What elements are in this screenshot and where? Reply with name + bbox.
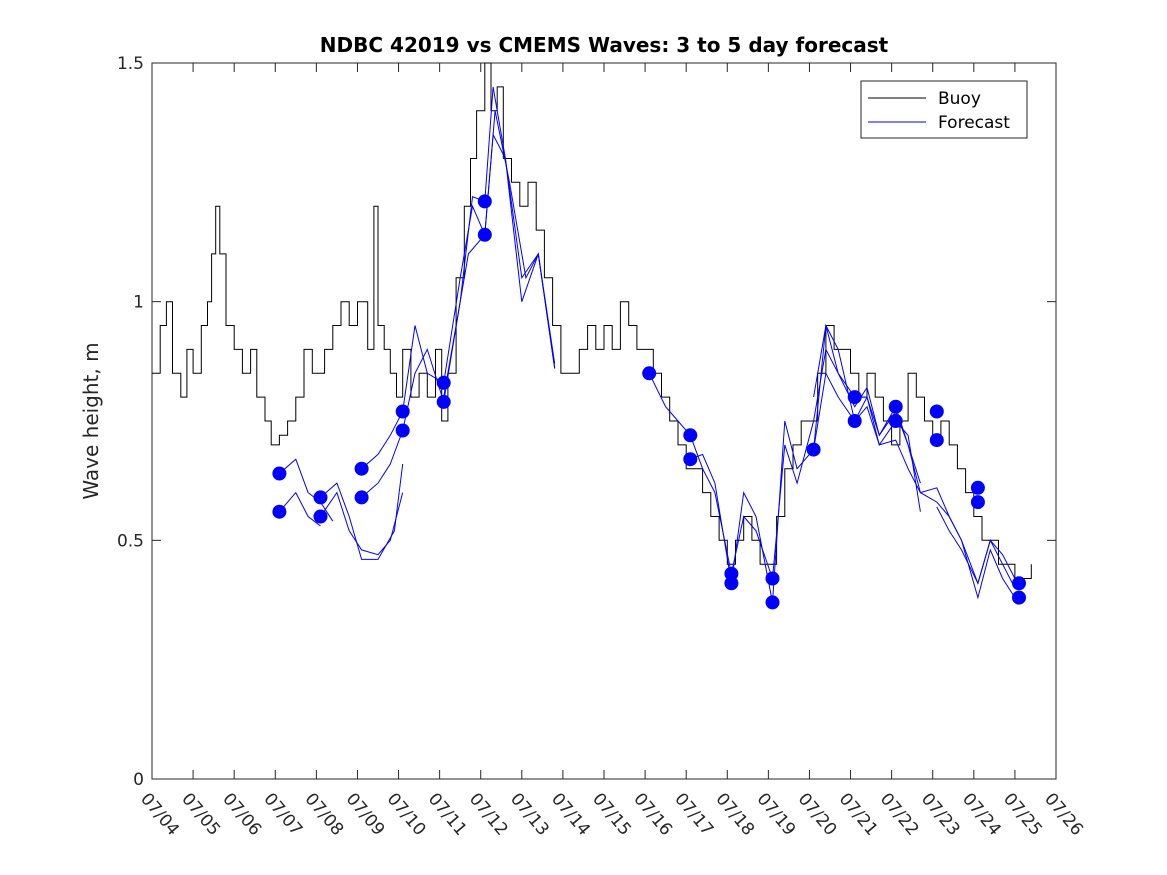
forecast-point — [272, 504, 287, 519]
forecast-point — [395, 404, 410, 419]
chart-title: NDBC 42019 vs CMEMS Waves: 3 to 5 day fo… — [320, 33, 889, 57]
forecast-line — [936, 506, 1016, 585]
legend: Buoy Forecast — [860, 80, 1028, 139]
y-tick-label: 1.5 — [117, 54, 144, 74]
forecast-point — [847, 390, 862, 405]
forecast-point — [929, 404, 944, 419]
y-axis-label: Wave height, m — [79, 342, 103, 499]
forecast-line — [813, 325, 1016, 600]
forecast-point — [477, 227, 492, 242]
forecast-point — [436, 375, 451, 390]
forecast-point — [847, 414, 862, 428]
legend-forecast-label: Forecast — [938, 113, 1010, 133]
forecast-line — [320, 463, 404, 560]
forecast-point — [1012, 590, 1026, 605]
forecast-line — [361, 132, 556, 470]
forecast-point — [436, 394, 451, 409]
forecast-point — [683, 428, 698, 443]
forecast-point — [724, 566, 739, 581]
axis-ticks — [151, 62, 1057, 780]
forecast-point — [888, 399, 903, 414]
forecast-line — [443, 110, 556, 398]
buoy-line — [152, 62, 1032, 589]
forecast-point — [354, 461, 369, 476]
forecast-point — [272, 466, 287, 481]
legend-box — [860, 80, 1028, 139]
forecast-point — [765, 595, 780, 610]
forecast-point — [970, 495, 985, 510]
forecast-points — [272, 194, 1026, 610]
forecast-line — [648, 347, 921, 579]
forecast-line — [690, 323, 921, 603]
y-tick-labels: 0 0.5 1 1.5 — [117, 54, 144, 790]
forecast-point — [683, 452, 698, 467]
forecast-point — [888, 414, 903, 428]
forecast-point — [477, 194, 492, 209]
forecast-line — [279, 491, 321, 527]
forecast-point — [313, 509, 328, 524]
y-tick-label: 0.5 — [117, 531, 144, 551]
forecast-point — [1012, 576, 1026, 591]
forecast-point — [395, 423, 410, 438]
forecast-point — [642, 366, 657, 381]
forecast-point — [724, 576, 739, 591]
forecast-point — [806, 442, 821, 457]
forecast-point — [354, 490, 369, 505]
y-tick-label: 0 — [133, 770, 144, 790]
forecast-point — [970, 480, 985, 495]
forecast-point — [929, 433, 944, 448]
y-tick-label: 1 — [133, 293, 144, 313]
forecast-series-group — [279, 86, 1016, 603]
buoy-series — [152, 62, 1032, 589]
forecast-point — [765, 571, 780, 586]
legend-buoy-label: Buoy — [938, 89, 981, 109]
forecast-point — [313, 490, 328, 505]
forecast-line — [320, 491, 404, 556]
forecast-line — [279, 458, 334, 522]
